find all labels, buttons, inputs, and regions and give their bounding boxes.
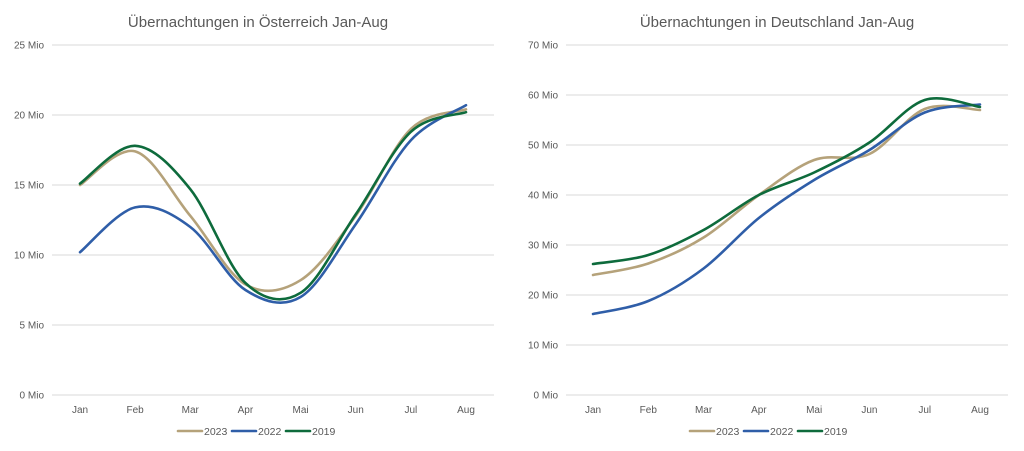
y-tick-label: 0 Mio: [20, 391, 45, 402]
legend: 2023 2022 2019: [688, 426, 848, 438]
legend-label-2023: 2023: [204, 426, 228, 438]
chart-title: Übernachtungen in Deutschland Jan-Aug: [640, 13, 914, 31]
y-tick-label: 40 Mio: [528, 191, 558, 202]
x-tick-label: Mar: [695, 405, 713, 416]
series-line-2022: [78, 103, 468, 304]
x-tick-label: Mai: [806, 405, 822, 416]
chart-title: Übernachtungen in Österreich Jan-Aug: [128, 13, 388, 31]
x-tick-label: Jun: [348, 405, 364, 416]
legend-label-2023: 2023: [716, 426, 740, 438]
y-tick-label: 60 Mio: [528, 91, 558, 102]
legend: 2023 2022 2019: [176, 426, 336, 438]
x-tick-label: Mai: [293, 405, 309, 416]
y-tick-label: 50 Mio: [528, 141, 558, 152]
y-tick-label: 10 Mio: [14, 251, 44, 262]
y-tick-label: 20 Mio: [14, 111, 44, 122]
legend-label-2022: 2022: [770, 426, 794, 438]
y-tick-label: 15 Mio: [14, 181, 44, 192]
series-line-2023: [78, 108, 468, 293]
y-tick-label: 70 Mio: [528, 41, 558, 52]
legend-label-2019: 2019: [312, 426, 336, 438]
x-tick-label: Jun: [861, 405, 877, 416]
x-tick-label: Feb: [640, 405, 658, 416]
x-tick-label: Jul: [918, 405, 931, 416]
y-tick-label: 25 Mio: [14, 41, 44, 52]
chart-1: Übernachtungen in Österreich Jan-Aug 0 Mi…: [14, 13, 494, 438]
y-tick-label: 30 Mio: [528, 241, 558, 252]
series-line-2019: [78, 110, 468, 301]
y-tick-label: 0 Mio: [534, 391, 559, 402]
x-tick-label: Mar: [182, 405, 200, 416]
x-tick-label: Apr: [238, 405, 254, 416]
chart-2: Übernachtungen in Deutschland Jan-Aug 0 M…: [528, 13, 1008, 438]
series-line-2022: [591, 103, 982, 316]
y-tick-label: 20 Mio: [528, 291, 558, 302]
x-tick-label: Jul: [404, 405, 417, 416]
y-tick-label: 5 Mio: [20, 321, 45, 332]
series-line-2023: [591, 104, 982, 277]
legend-label-2019: 2019: [824, 426, 848, 438]
x-tick-label: Aug: [457, 405, 475, 416]
series-line-2019: [591, 97, 982, 266]
x-tick-label: Apr: [751, 405, 767, 416]
x-tick-label: Aug: [971, 405, 989, 416]
y-tick-label: 10 Mio: [528, 341, 558, 352]
x-tick-label: Jan: [72, 405, 88, 416]
x-tick-label: Jan: [585, 405, 601, 416]
legend-label-2022: 2022: [258, 426, 282, 438]
x-tick-label: Feb: [127, 405, 145, 416]
